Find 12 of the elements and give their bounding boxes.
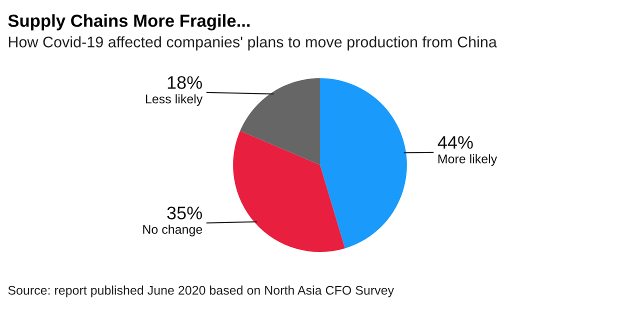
pie-slice [233,130,345,252]
slice-label: No change [143,224,202,236]
data-label: 44% [438,136,473,149]
slice-label: More likely [438,154,498,166]
data-label: 18% [168,76,202,89]
chart-subtitle: How Covid-19 affected companies' plans to move production from China [8,36,497,50]
source-note: Source: report published June 2020 based on North Asia CFO Survey [8,286,394,298]
chart-title: Supply Chains More Fragile... [8,14,250,30]
pie-slice [240,78,320,166]
pie-slice [320,78,407,248]
data-label: 35% [167,206,202,220]
slice-label: Less likely [146,94,203,106]
